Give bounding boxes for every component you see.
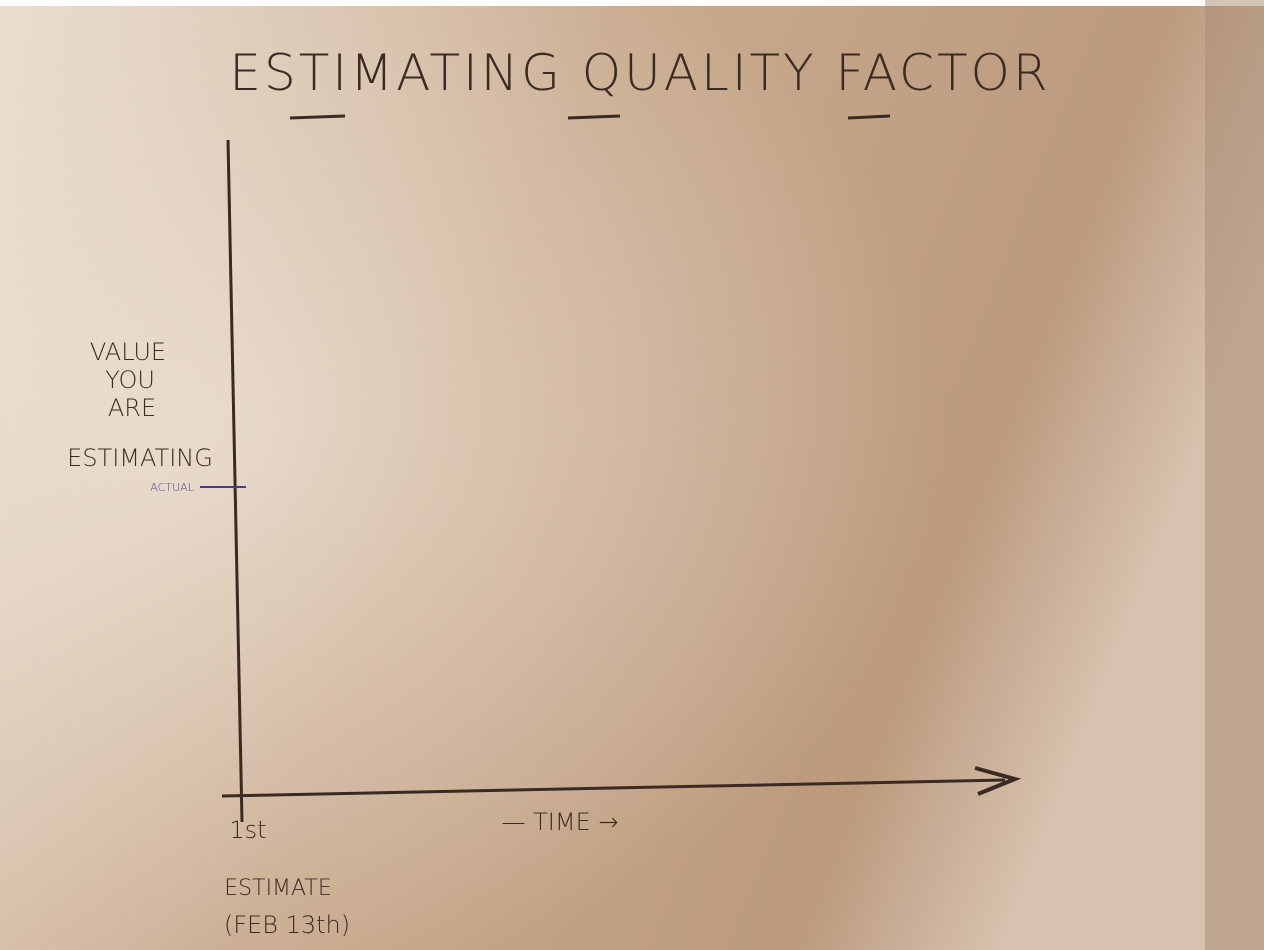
y-marker-label: ACTUAL <box>150 481 193 494</box>
light-glow <box>0 0 1264 950</box>
title-underline <box>568 116 620 118</box>
photo: ESTIMATING QUALITY FACTOR VALUE YOU ARE … <box>0 0 1264 950</box>
origin-line: (FEB 13th) <box>224 911 350 939</box>
top-strip <box>0 0 1264 6</box>
origin-line: 1st <box>229 816 266 844</box>
y-label-line: VALUE <box>90 338 166 366</box>
y-label-line: YOU <box>105 366 155 394</box>
x-axis-label: — TIME → <box>502 808 619 836</box>
title: ESTIMATING QUALITY FACTOR <box>229 44 1050 102</box>
right-shadow <box>1205 0 1264 950</box>
origin-line: ESTIMATE <box>224 876 331 901</box>
y-label-line: ARE <box>108 394 156 422</box>
title-underline <box>290 116 345 118</box>
y-label-line: ESTIMATING <box>67 444 213 472</box>
title-underline <box>848 116 890 118</box>
page: ESTIMATING QUALITY FACTOR VALUE YOU ARE … <box>0 0 1264 950</box>
